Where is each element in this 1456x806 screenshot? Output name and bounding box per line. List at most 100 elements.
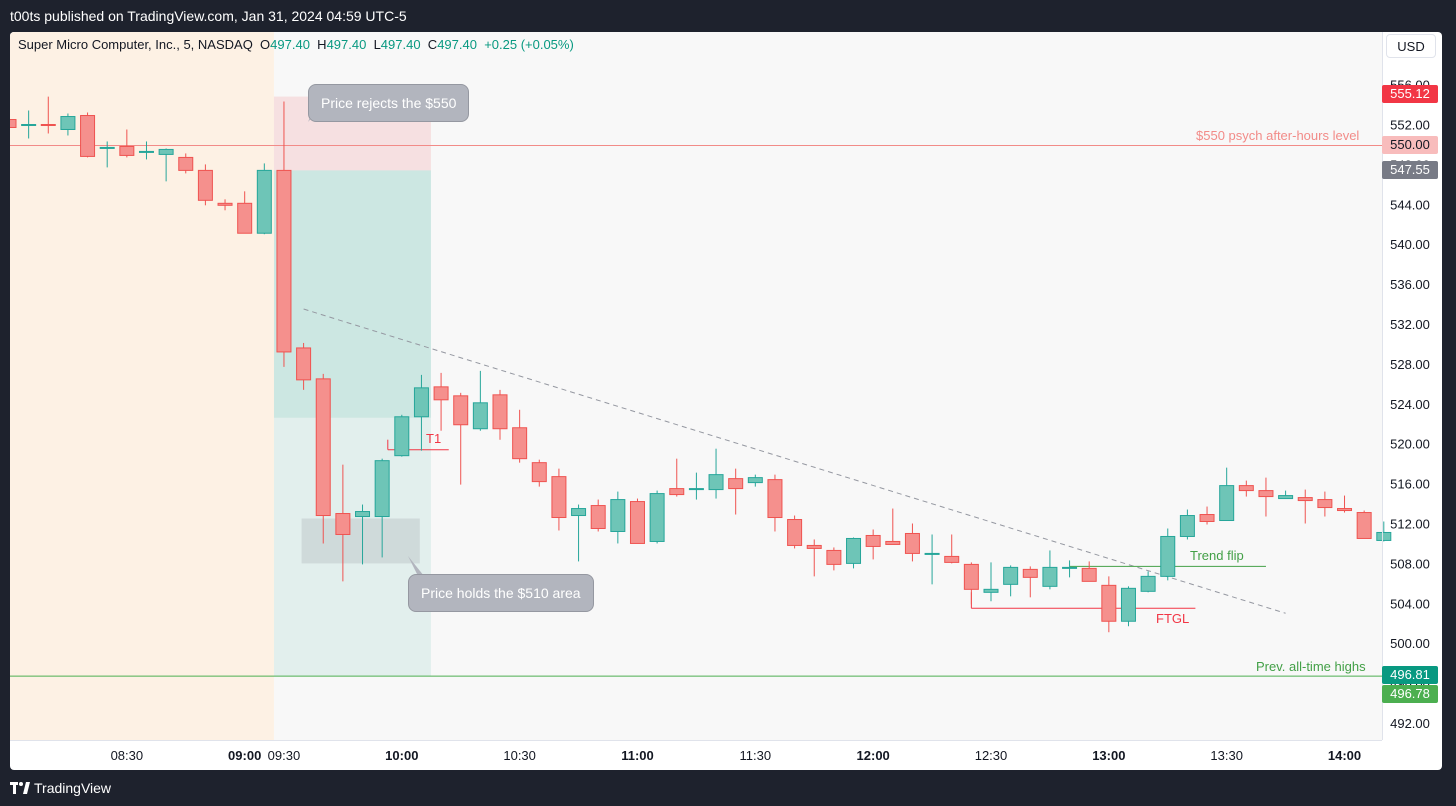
time-tick-label: 12:30 xyxy=(975,748,1008,763)
currency-button[interactable]: USD xyxy=(1386,34,1436,58)
candle-body xyxy=(355,511,371,518)
publish-info: t00ts published on TradingView.com, Jan … xyxy=(10,8,407,24)
close-label: C xyxy=(427,37,438,52)
candle-body xyxy=(1258,490,1274,498)
price-tick-label: 508.00 xyxy=(1390,556,1430,571)
candle-body xyxy=(276,169,292,353)
time-tick-label: 13:30 xyxy=(1210,748,1243,763)
candle-body xyxy=(158,148,174,155)
hold-zone-box xyxy=(301,518,420,564)
footer-bar: TradingView xyxy=(0,770,1456,806)
candle-body xyxy=(885,540,901,545)
ftgl-label: FTGL xyxy=(1156,611,1190,626)
candle-body xyxy=(1160,535,1176,577)
candle-body xyxy=(197,169,213,201)
candle-body xyxy=(138,150,154,153)
price-tick-label: 504.00 xyxy=(1390,596,1430,611)
candle-body xyxy=(1120,587,1136,622)
candle-body xyxy=(1199,514,1215,523)
candle-body xyxy=(413,387,429,418)
candle-body xyxy=(551,476,567,519)
open-value: 497.40 xyxy=(270,37,310,52)
time-tick-label: 08:30 xyxy=(111,748,144,763)
position-target-zone xyxy=(273,170,431,418)
candle-body xyxy=(492,394,508,430)
price-tick-label: 520.00 xyxy=(1390,437,1430,452)
candle-body xyxy=(1179,515,1195,537)
candle-body xyxy=(1062,566,1078,569)
callout-rejects[interactable]: Price rejects the $550 xyxy=(308,84,470,122)
price-chart[interactable]: 492.00496.00500.00504.00508.00512.00516.… xyxy=(10,32,1442,770)
candle-body xyxy=(1003,566,1019,585)
price-tick-label: 500.00 xyxy=(1390,636,1430,651)
candle-body xyxy=(10,119,17,128)
candle-body xyxy=(433,386,449,401)
candle-body xyxy=(374,460,390,518)
price-tick-label: 532.00 xyxy=(1390,317,1430,332)
candle-body xyxy=(826,549,842,565)
tradingview-wordmark[interactable]: TradingView xyxy=(34,780,112,796)
psych-price-label: 550.00 xyxy=(1382,136,1438,154)
time-tick-label: 11:30 xyxy=(740,748,772,763)
time-tick-label: 13:00 xyxy=(1092,748,1125,763)
candle-body xyxy=(963,563,979,590)
change-value: +0.25 (+0.05%) xyxy=(484,37,574,52)
candle-body xyxy=(610,499,626,532)
candle-body xyxy=(1101,584,1117,622)
candle-body xyxy=(296,347,312,381)
callout-holds[interactable]: Price holds the $510 area xyxy=(408,574,594,612)
price-tick-label: 524.00 xyxy=(1390,397,1430,412)
chart-panel[interactable]: 492.00496.00500.00504.00508.00512.00516.… xyxy=(10,32,1442,770)
candle-body xyxy=(767,479,783,519)
gray-price-label: 547.55 xyxy=(1382,161,1438,179)
time-tick-label: 11:00 xyxy=(621,748,654,763)
time-tick-label: 09:00 xyxy=(228,748,261,763)
prev-ath-label: Prev. all-time highs xyxy=(1256,659,1366,674)
price-tick-label: 516.00 xyxy=(1390,477,1430,492)
time-tick-label: 10:00 xyxy=(385,748,418,763)
price-tick-label: 492.00 xyxy=(1390,716,1430,731)
candle-body xyxy=(315,378,331,517)
candle-body xyxy=(846,537,862,564)
tradingview-logo-icon[interactable] xyxy=(10,781,30,795)
candle-body xyxy=(119,145,135,156)
low-value: 497.40 xyxy=(380,37,421,52)
candle-body xyxy=(1376,531,1392,541)
price-tick-label: 544.00 xyxy=(1390,197,1430,212)
candle-body xyxy=(924,552,940,555)
candle-body xyxy=(865,534,881,547)
publish-header: t00ts published on TradingView.com, Jan … xyxy=(0,0,1456,32)
time-tick-label: 10:30 xyxy=(503,748,536,763)
time-tick-label: 12:00 xyxy=(857,748,890,763)
candle-body xyxy=(178,156,194,171)
trendline xyxy=(303,308,1286,614)
candle-body xyxy=(590,505,606,529)
candle-body xyxy=(80,115,96,157)
high-value: 497.40 xyxy=(326,37,367,52)
symbol-legend: Super Micro Computer, Inc., 5, NASDAQ O4… xyxy=(18,37,574,52)
price-tick-label: 512.00 xyxy=(1390,517,1430,532)
candle-body xyxy=(21,124,37,127)
high-label: H xyxy=(317,37,327,52)
candle-body xyxy=(787,519,803,546)
low-label: L xyxy=(373,37,381,52)
open-label: O xyxy=(260,37,271,52)
psych-level-label: $550 psych after-hours level xyxy=(1196,128,1360,143)
candle-body xyxy=(571,508,587,517)
candle-body xyxy=(629,501,645,544)
candle-body xyxy=(806,544,822,549)
candle-body xyxy=(1337,508,1353,512)
candle-body xyxy=(256,169,272,234)
candle-body xyxy=(708,474,724,491)
candle-body xyxy=(1022,568,1038,578)
time-tick-label: 14:00 xyxy=(1328,748,1361,763)
candle-body xyxy=(335,513,351,535)
candle-body xyxy=(60,116,76,130)
candle-body xyxy=(217,202,233,206)
current-price-label: 555.12 xyxy=(1382,85,1438,103)
candle-body xyxy=(1219,485,1235,522)
candle-body xyxy=(688,488,704,491)
candle-body xyxy=(983,588,999,593)
close-value: 497.40 xyxy=(437,37,477,52)
time-tick-label: 09:30 xyxy=(268,748,301,763)
